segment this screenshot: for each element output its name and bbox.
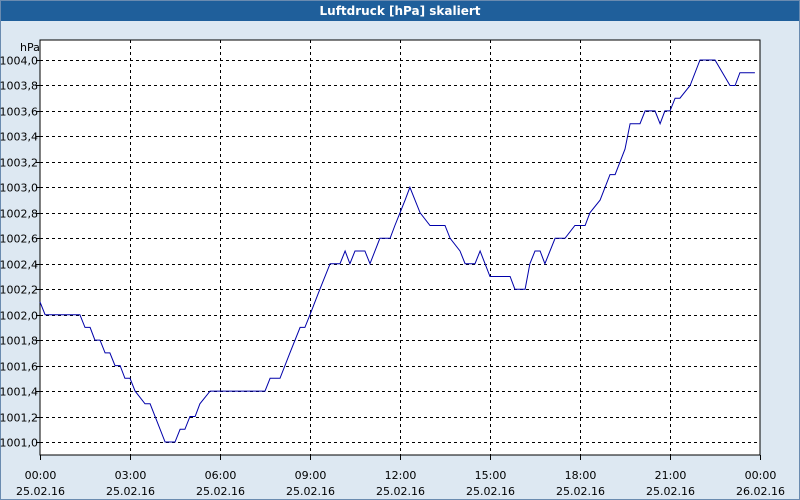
y-tick-label: 1003,2 bbox=[0, 157, 38, 170]
x-tick-time: 12:00 bbox=[385, 469, 417, 482]
x-tick-time: 09:00 bbox=[295, 469, 327, 482]
y-axis-ticks: 1001,0 1001,2 1001,4 1001,6 1001,8 1002,0 1002… bbox=[0, 55, 40, 450]
y-tick-label: 1003,0 bbox=[0, 182, 38, 195]
y-tick-label: 1002,6 bbox=[0, 233, 38, 246]
y-tick-label: 1001,6 bbox=[0, 361, 38, 374]
grid-lines bbox=[40, 40, 760, 455]
x-tick-time: 03:00 bbox=[115, 469, 147, 482]
y-tick-label: 1002,2 bbox=[0, 284, 38, 297]
y-tick-label: 1001,0 bbox=[0, 437, 38, 450]
x-tick-date: 25.02.16 bbox=[376, 485, 425, 498]
x-tick-time: 06:00 bbox=[205, 469, 237, 482]
x-tick-date: 25.02.16 bbox=[556, 485, 605, 498]
x-tick-time: 00:00 bbox=[745, 469, 777, 482]
y-tick-label: 1001,8 bbox=[0, 335, 38, 348]
x-tick-time: 00:00 bbox=[25, 469, 57, 482]
x-tick-date: 25.02.16 bbox=[16, 485, 65, 498]
x-tick-date: 25.02.16 bbox=[196, 485, 245, 498]
y-axis-label: hPa bbox=[20, 41, 40, 54]
series-line bbox=[39, 59, 755, 443]
x-tick-date: 25.02.16 bbox=[466, 485, 515, 498]
y-tick-label: 1001,4 bbox=[0, 386, 38, 399]
window-title: Luftdruck [hPa] skaliert bbox=[1, 1, 799, 21]
y-tick-label: 1001,2 bbox=[0, 412, 38, 425]
y-tick-label: 1003,6 bbox=[0, 106, 38, 119]
y-tick-label: 1003,8 bbox=[0, 80, 38, 93]
x-tick-time: 21:00 bbox=[655, 469, 687, 482]
y-tick-label: 1002,0 bbox=[0, 310, 38, 323]
x-tick-date: 25.02.16 bbox=[286, 485, 335, 498]
x-tick-date: 25.02.16 bbox=[106, 485, 155, 498]
x-axis-ticks: 00:00 25.02.16 03:00 25.02.16 06:00 25.02.16 0… bbox=[16, 455, 785, 498]
y-tick-label: 1002,8 bbox=[0, 208, 38, 221]
plot-area bbox=[39, 39, 761, 456]
x-tick-date: 26.02.16 bbox=[736, 485, 785, 498]
x-tick-time: 18:00 bbox=[565, 469, 597, 482]
x-tick-date: 25.02.16 bbox=[646, 485, 695, 498]
y-tick-label: 1002,4 bbox=[0, 259, 38, 272]
y-tick-label: 1003,4 bbox=[0, 131, 38, 144]
x-tick-time: 15:00 bbox=[475, 469, 507, 482]
y-tick-label: 1004,0 bbox=[0, 55, 38, 68]
